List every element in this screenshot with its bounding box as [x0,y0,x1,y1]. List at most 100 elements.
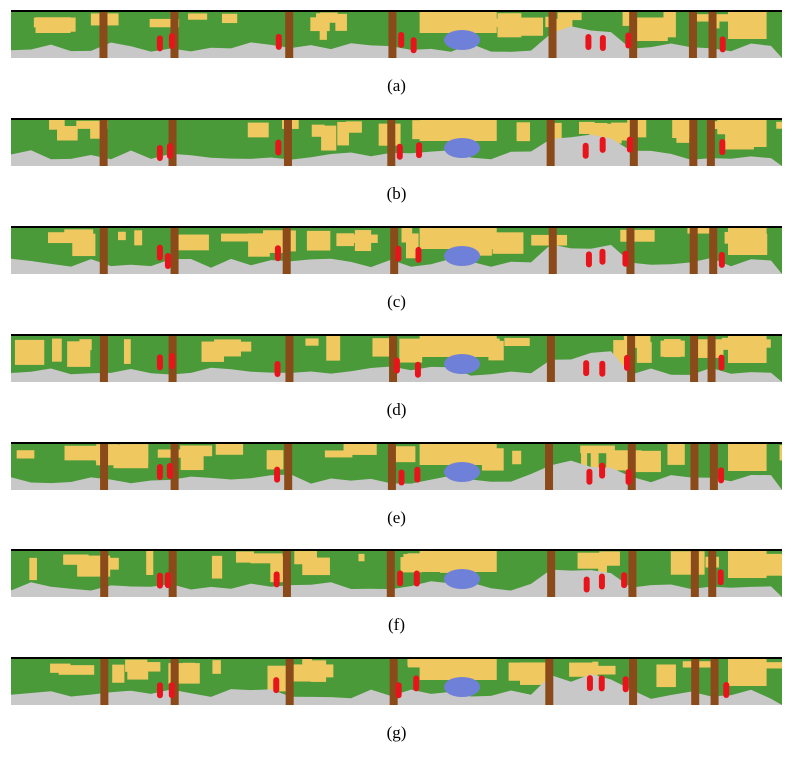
person [626,136,633,153]
sky-region [187,13,208,20]
person [414,466,421,483]
road [11,351,782,382]
person [273,677,280,694]
person [156,463,163,480]
sky-region [336,233,354,247]
person [416,142,423,159]
person [275,33,282,50]
person [625,469,632,486]
sky-region [112,664,125,683]
tree-trunk [688,12,697,58]
tree-trunk [168,120,177,166]
tree-trunk [388,12,397,58]
tree-trunk [690,444,699,490]
tree-trunk [282,551,291,597]
sky-region [419,658,497,680]
sky-region [622,11,632,26]
sky-region [761,553,782,576]
tree-trunk [387,120,396,166]
sky-region [76,120,108,129]
person [398,31,405,48]
sky-region [728,443,767,471]
tree-trunk [99,228,108,274]
tree-trunk [548,12,557,58]
person [718,467,725,484]
sky-region [728,335,767,363]
sky-region [343,443,377,455]
sky-region [583,665,616,675]
sky-region [623,335,651,348]
sky-region [52,338,62,362]
sky-region [516,122,531,142]
tree-trunk [690,551,699,597]
tree-trunk [545,444,554,490]
sky-region [517,17,544,36]
sky-region [306,230,331,251]
sky-region [319,12,338,23]
tree-trunk [629,120,638,166]
person [166,463,173,480]
tree-trunk [100,659,109,705]
sky-region [419,11,497,33]
person [415,246,422,263]
sky-region [664,339,681,358]
tree-trunk [283,120,292,166]
person [586,675,593,692]
sky-region [419,443,497,465]
tree-trunk [284,444,293,490]
sky-region [324,450,353,458]
person [586,468,593,485]
car [444,677,481,697]
sky-region [663,11,676,38]
person [274,360,281,377]
segmentation-strip [11,442,782,490]
person [393,357,400,374]
segmentation-strip [11,10,782,58]
sky-region [400,557,422,573]
sky-region [501,18,528,29]
sky-region [581,449,588,470]
tree-trunk [285,336,294,382]
sky-region [779,445,782,461]
sky-region [126,662,161,672]
tree-trunk [170,228,179,274]
tree-trunk [709,444,718,490]
person [156,572,163,589]
person [622,250,629,267]
tree-trunk [99,336,108,382]
person [156,145,163,162]
sky-region [176,665,183,679]
tree-trunk [627,336,636,382]
sky-region [149,18,180,28]
tree-trunk [170,659,179,705]
person [397,570,404,587]
caption: (d) [386,400,407,419]
sky-region [670,551,705,575]
tree-trunk [100,551,109,597]
caption: (a) [387,76,406,95]
tree-trunk [168,551,177,597]
person [156,35,163,52]
car [444,569,481,589]
person [598,675,605,692]
segmentation-strip [11,657,782,705]
sky-region [247,122,269,138]
sky-region [590,446,599,472]
car [444,354,481,374]
sky-region [321,125,337,151]
person [166,142,173,159]
sky-region [16,450,35,459]
tree-trunk [282,228,291,274]
person [723,681,730,698]
sky-region [326,335,341,361]
person [599,462,606,479]
person [583,576,590,593]
sky-region [634,17,668,42]
sky-region [419,335,497,357]
sky-region [64,445,97,461]
sky-region [335,13,347,31]
tree-trunk [285,12,294,58]
sky-region [636,342,652,363]
sky-region [728,227,767,255]
